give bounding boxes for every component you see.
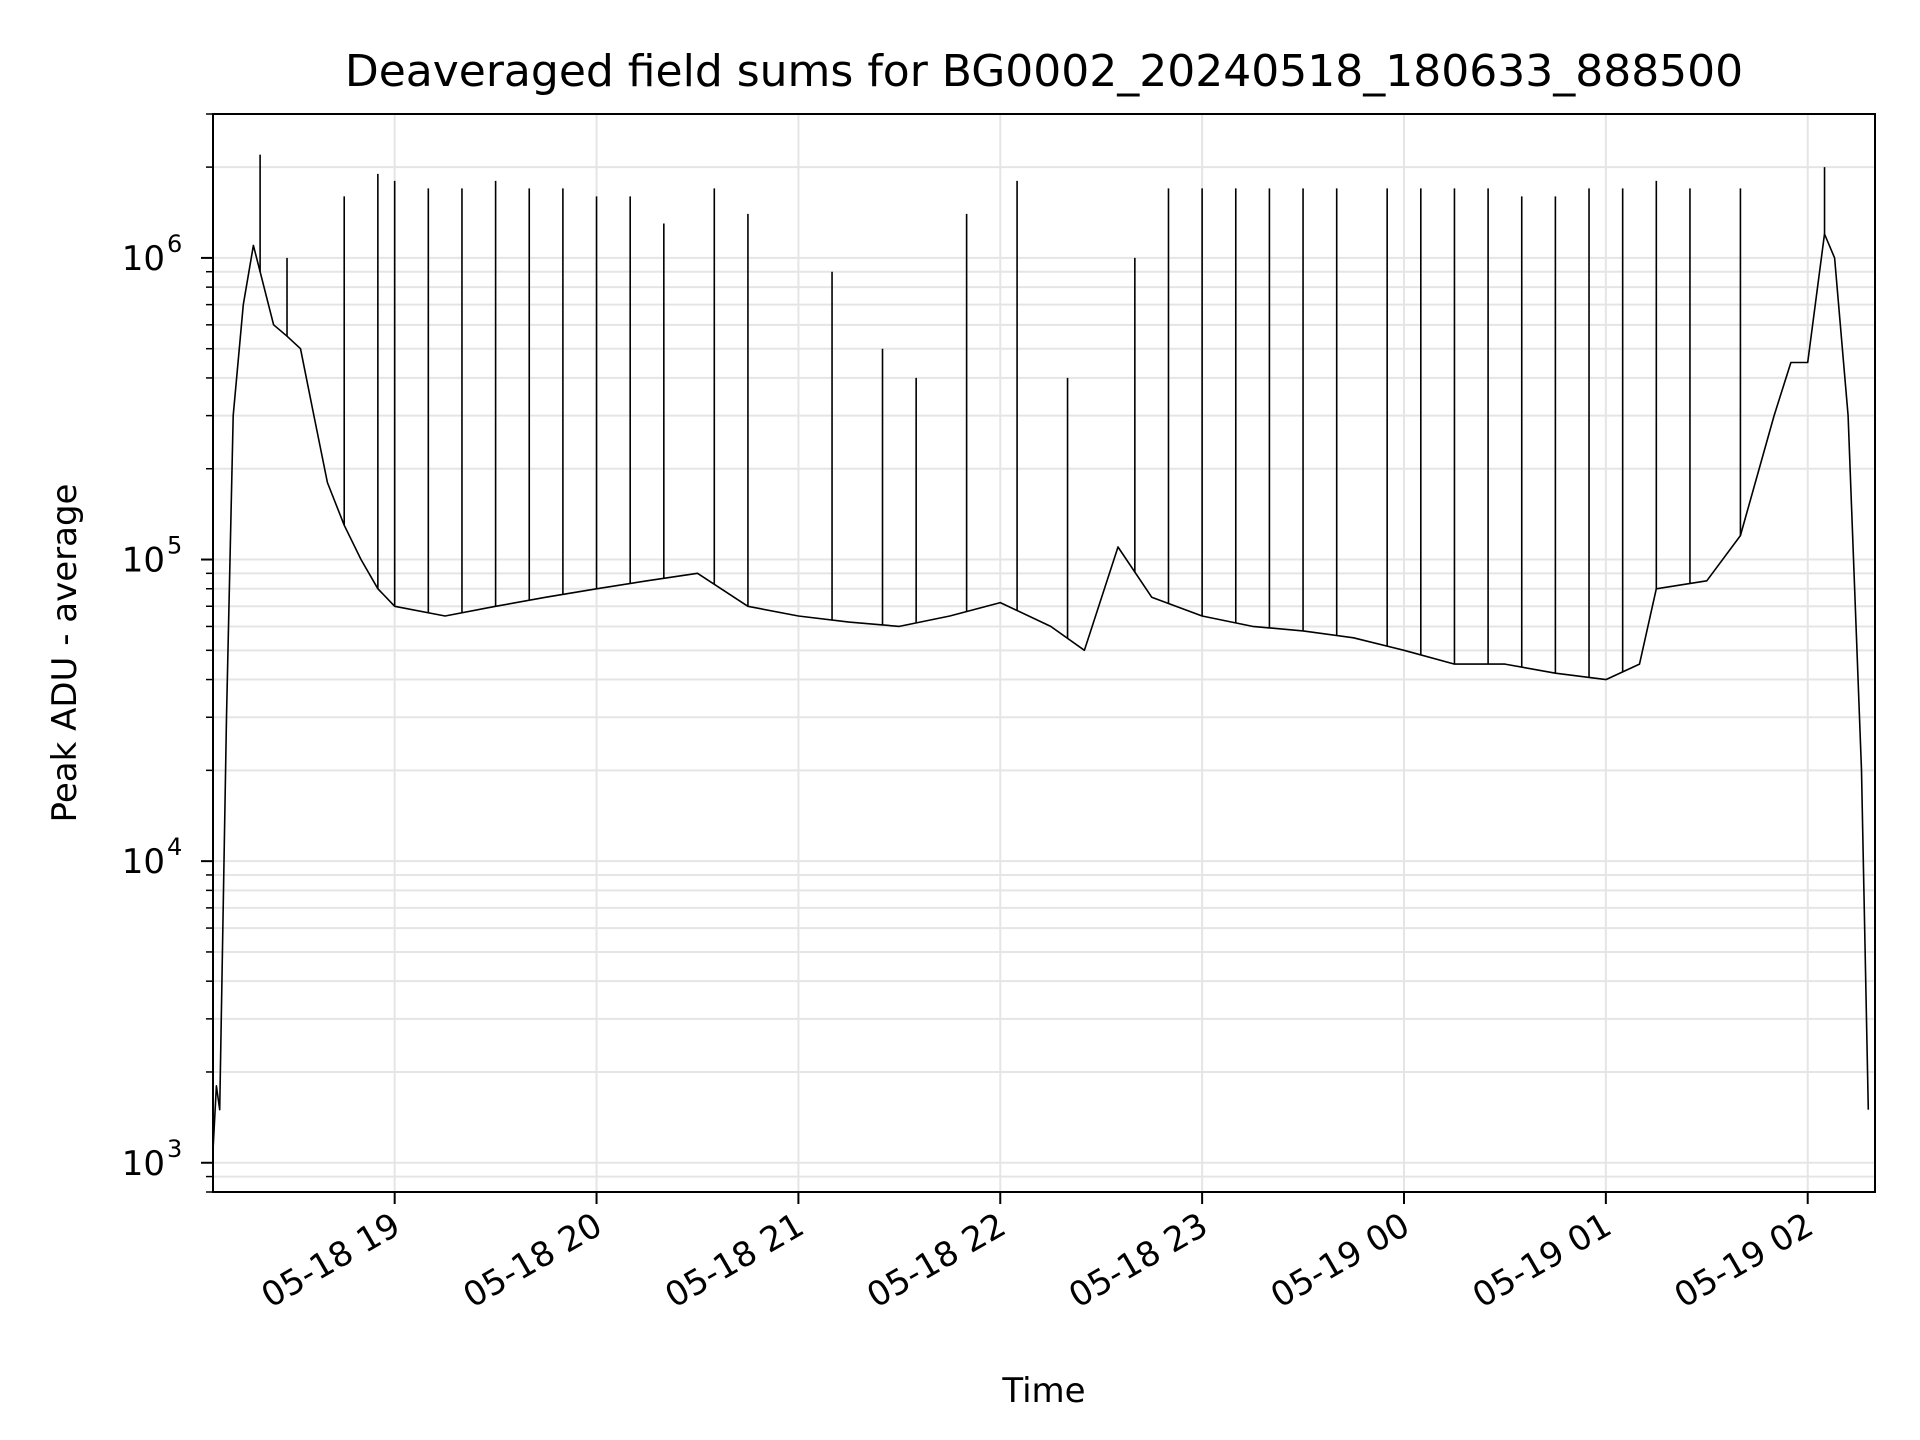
y-tick-label: 10	[122, 239, 165, 279]
minor-gridlines	[213, 113, 1875, 1193]
x-tick-label: 05-18 22	[860, 1205, 1012, 1316]
y-tick-exponent: 4	[167, 833, 182, 861]
x-tick-label: 05-19 00	[1264, 1205, 1416, 1316]
y-tick-label: 10	[122, 1144, 165, 1184]
series-layer	[213, 154, 1870, 1151]
y-tick-exponent: 6	[167, 230, 182, 258]
plot-frame	[212, 113, 1876, 1193]
y-tick-exponent: 3	[167, 1135, 182, 1163]
x-tick-label: 05-18 23	[1062, 1205, 1214, 1316]
x-tick-label: 05-19 01	[1466, 1205, 1618, 1316]
major-gridlines	[213, 114, 1875, 1192]
x-tick-label: 05-19 02	[1668, 1205, 1820, 1316]
y-tick-label: 10	[122, 541, 165, 581]
x-axis-title: Time	[1001, 1371, 1085, 1411]
series-line	[213, 233, 1870, 1151]
y-tick-label: 10	[122, 842, 165, 882]
x-tick-label: 05-18 19	[255, 1205, 407, 1316]
chart-title: Deaveraged field sums for BG0002_2024051…	[345, 46, 1743, 97]
y-axis-title: Peak ADU - average	[45, 484, 85, 823]
x-tick-label: 05-18 21	[659, 1205, 811, 1316]
x-tick-label: 05-18 20	[457, 1205, 609, 1316]
x-axis: 05-18 19 05-18 20 05-18 21 05-18 22 05-18 23…	[255, 1192, 1820, 1316]
y-tick-exponent: 5	[167, 532, 182, 560]
